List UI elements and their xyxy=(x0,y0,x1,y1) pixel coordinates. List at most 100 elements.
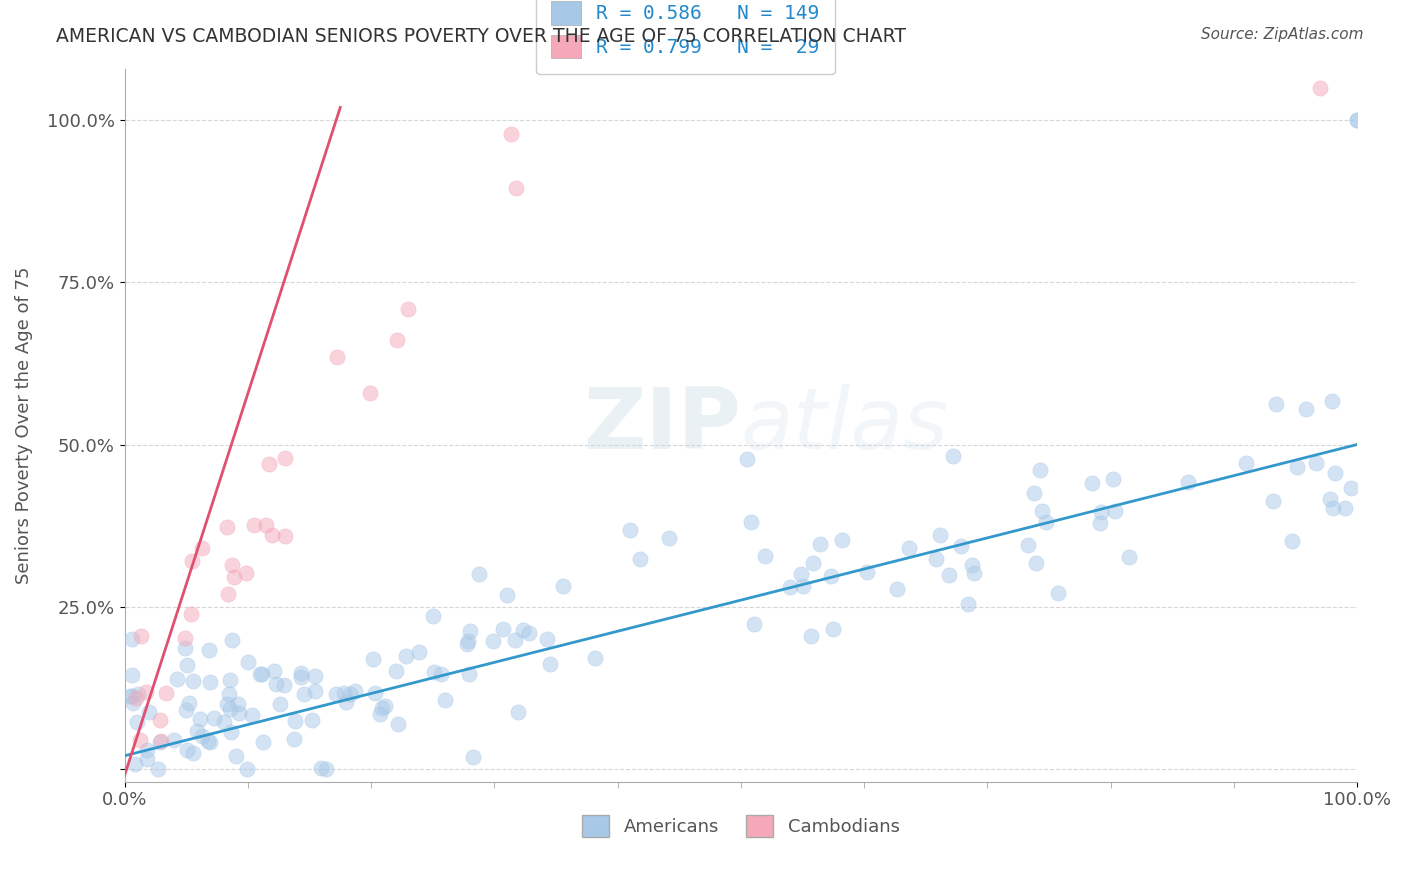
Point xyxy=(273,529,295,543)
Point xyxy=(628,551,651,566)
Point xyxy=(897,541,920,556)
Point xyxy=(790,566,813,581)
Point xyxy=(290,665,312,680)
Point xyxy=(457,667,479,681)
Point xyxy=(370,701,392,715)
Point xyxy=(315,762,337,776)
Point xyxy=(311,761,333,775)
Point xyxy=(273,678,295,692)
Point xyxy=(395,649,418,664)
Point xyxy=(221,558,243,572)
Point xyxy=(387,333,409,347)
Point xyxy=(1081,475,1104,490)
Point xyxy=(240,708,263,723)
Point xyxy=(215,520,238,534)
Text: ZIP: ZIP xyxy=(583,384,741,467)
Point xyxy=(136,743,159,757)
Point xyxy=(1035,515,1057,529)
Point xyxy=(396,302,419,317)
Point xyxy=(269,697,291,711)
Point xyxy=(149,713,172,727)
Point xyxy=(468,567,491,582)
Point xyxy=(1047,586,1070,600)
Point xyxy=(800,629,823,643)
Point xyxy=(1104,504,1126,518)
Point xyxy=(264,677,287,691)
Point xyxy=(1340,481,1362,495)
Point xyxy=(174,703,197,717)
Point xyxy=(1295,402,1317,417)
Point xyxy=(183,746,205,760)
Legend: Americans, Cambodians: Americans, Cambodians xyxy=(575,807,907,844)
Point xyxy=(283,731,305,746)
Point xyxy=(228,706,250,721)
Point xyxy=(129,629,152,643)
Point xyxy=(956,597,979,611)
Point xyxy=(1334,501,1357,516)
Point xyxy=(186,724,208,739)
Point xyxy=(1031,504,1053,518)
Point xyxy=(1309,81,1331,95)
Point xyxy=(344,683,367,698)
Point xyxy=(249,667,271,681)
Point xyxy=(149,735,172,749)
Point xyxy=(339,687,361,701)
Point xyxy=(252,734,274,748)
Point xyxy=(820,569,842,583)
Point xyxy=(304,684,326,698)
Point xyxy=(779,580,801,594)
Point xyxy=(325,350,347,364)
Point xyxy=(801,556,824,570)
Point xyxy=(274,450,297,465)
Point xyxy=(135,752,157,766)
Point xyxy=(217,587,239,601)
Point xyxy=(1090,516,1112,530)
Point xyxy=(197,734,219,748)
Point xyxy=(433,693,456,707)
Point xyxy=(284,714,307,728)
Point xyxy=(506,705,529,719)
Point xyxy=(121,632,143,646)
Point xyxy=(361,651,384,665)
Point xyxy=(512,623,534,637)
Point xyxy=(1319,492,1341,507)
Point xyxy=(181,674,204,689)
Point xyxy=(228,698,250,712)
Point xyxy=(174,631,197,645)
Point xyxy=(1281,534,1303,549)
Point xyxy=(553,579,575,593)
Point xyxy=(177,696,200,710)
Point xyxy=(155,686,177,700)
Point xyxy=(457,633,479,648)
Point xyxy=(254,517,277,532)
Point xyxy=(941,449,963,463)
Point xyxy=(503,633,526,648)
Point xyxy=(505,180,527,194)
Point xyxy=(1261,494,1284,508)
Point xyxy=(138,705,160,719)
Point xyxy=(212,715,235,730)
Point xyxy=(808,537,831,551)
Point xyxy=(481,633,503,648)
Point xyxy=(163,733,186,747)
Point xyxy=(325,688,347,702)
Point xyxy=(1017,538,1039,552)
Point xyxy=(218,702,240,716)
Y-axis label: Seniors Poverty Over the Age of 75: Seniors Poverty Over the Age of 75 xyxy=(15,267,32,584)
Point xyxy=(166,673,188,687)
Point xyxy=(1285,460,1308,475)
Point xyxy=(1324,466,1347,480)
Point xyxy=(259,457,281,471)
Point xyxy=(458,624,481,638)
Point xyxy=(658,531,681,545)
Point xyxy=(359,385,381,400)
Point xyxy=(792,579,814,593)
Point xyxy=(236,655,259,669)
Point xyxy=(292,687,315,701)
Point xyxy=(928,528,950,542)
Point xyxy=(1118,549,1140,564)
Point xyxy=(301,713,323,727)
Point xyxy=(583,651,606,665)
Point xyxy=(127,687,149,701)
Point xyxy=(1305,456,1327,470)
